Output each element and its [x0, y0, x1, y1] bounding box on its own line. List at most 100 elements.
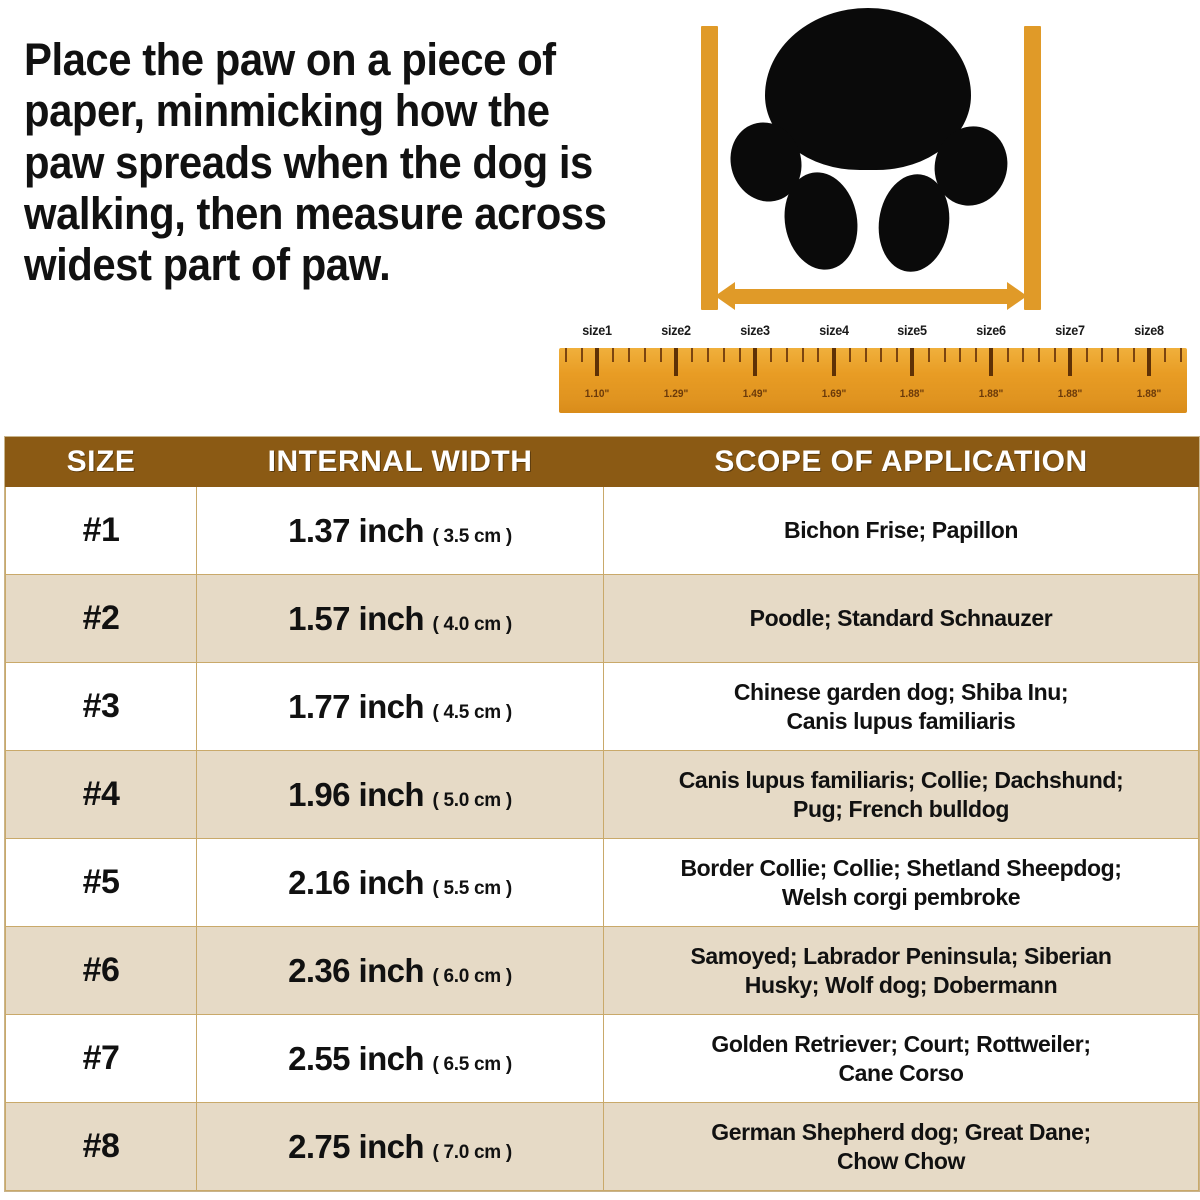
ruler-major-tick-2 [673, 348, 678, 376]
ruler-minor-tick [1038, 348, 1041, 362]
width-inches: 1.77 inch [288, 687, 433, 725]
ruler-size-label-5: size5 [897, 322, 928, 338]
ruler-minor-tick [1022, 348, 1025, 362]
ruler-minor-tick [848, 348, 851, 362]
cell-internal-width: 2.16 inch ( 5.5 cm ) [196, 838, 604, 927]
ruler-major-tick-6 [989, 348, 994, 376]
cell-internal-width: 2.36 inch ( 6.0 cm ) [196, 926, 604, 1015]
width-inches: 2.75 inch [288, 1127, 433, 1165]
width-inches: 1.96 inch [288, 775, 433, 813]
size-ruler: size1 size2 size3 size4 size5 size6 size7 size8… [559, 322, 1187, 418]
ruler-minor-tick [612, 348, 615, 362]
scope-line: German Shepherd dog; Great Dane; [711, 1119, 1091, 1146]
width-centimeters: ( 3.5 cm ) [432, 525, 513, 547]
ruler-major-tick-3 [752, 348, 757, 376]
column-header-size: SIZE [5, 437, 197, 487]
table-row: #2 1.57 inch ( 4.0 cm ) Poodle; Standard S… [5, 574, 1199, 663]
ruler-size-labels: size1 size2 size3 size4 size5 size6 size7 size8 [559, 322, 1187, 346]
width-inches: 1.57 inch [288, 599, 433, 637]
scope-line: Border Collie; Collie; Shetland Sheepdog… [680, 855, 1122, 882]
ruler-minor-tick [975, 348, 978, 362]
cell-scope-of-application: Chinese garden dog; Shiba Inu; Canis lupu… [603, 662, 1199, 751]
ruler-minor-tick [959, 348, 962, 362]
ruler-minor-tick [1101, 348, 1104, 362]
ruler-minor-tick [565, 348, 567, 362]
cell-internal-width: 1.37 inch ( 3.5 cm ) [196, 486, 604, 575]
ruler-minor-tick [659, 348, 662, 362]
scope-line: Welsh corgi pembroke [781, 883, 1021, 910]
right-bracket-icon [1024, 26, 1041, 310]
ruler-minor-tick [643, 348, 646, 362]
cell-scope-of-application: Bichon Frise; Papillon [603, 486, 1199, 575]
table-header-row: SIZE INTERNAL WIDTH SCOPE OF APPLICATION [5, 437, 1199, 487]
table-row: #6 2.36 inch ( 6.0 cm ) Samoyed; Labrador … [5, 926, 1199, 1015]
cell-scope-of-application: Golden Retriever; Court; Rottweiler; Cane… [603, 1014, 1199, 1103]
cell-size: #3 [5, 662, 197, 751]
ruler-minor-tick [738, 348, 741, 362]
ruler-inch-label-5: 1.88" [900, 388, 925, 400]
cell-internal-width: 1.77 inch ( 4.5 cm ) [196, 662, 604, 751]
top-illustration-section: Place the paw on a piece of paper, minmi… [0, 0, 1200, 432]
cell-size: #2 [5, 574, 197, 663]
ruler-minor-tick [817, 348, 820, 362]
ruler-major-tick-4 [831, 348, 836, 376]
width-inches: 2.36 inch [288, 951, 433, 989]
arrow-left-head-icon [715, 282, 735, 310]
cell-scope-of-application: Poodle; Standard Schnauzer [603, 574, 1199, 663]
instruction-text: Place the paw on a piece of paper, minmi… [24, 34, 607, 291]
ruler-minor-tick [1117, 348, 1119, 362]
width-arrow-line [733, 289, 1008, 304]
column-header-internal-width: INTERNAL WIDTH [196, 437, 604, 487]
table-row: #5 2.16 inch ( 5.5 cm ) Border Collie; Col… [5, 838, 1199, 927]
cell-size: #5 [5, 838, 197, 927]
scope-line: Cane Corso [838, 1059, 964, 1086]
cell-internal-width: 1.96 inch ( 5.0 cm ) [196, 750, 604, 839]
cell-size: #4 [5, 750, 197, 839]
table-row: #8 2.75 inch ( 7.0 cm ) German Shepherd do… [5, 1102, 1199, 1191]
scope-line: Pug; French bulldog [793, 795, 1009, 822]
cell-scope-of-application: Canis lupus familiaris; Collie; Dachshun… [603, 750, 1199, 839]
table-row: #1 1.37 inch ( 3.5 cm ) Bichon Frise; Papi… [5, 486, 1199, 575]
scope-line: Samoyed; Labrador Peninsula; Siberian [690, 943, 1112, 970]
ruler-major-tick-1 [595, 348, 599, 376]
table-body: #1 1.37 inch ( 3.5 cm ) Bichon Frise; Papi… [5, 486, 1199, 1191]
cell-internal-width: 2.55 inch ( 6.5 cm ) [196, 1014, 604, 1103]
ruler-inch-label-2: 1.29" [663, 388, 689, 400]
width-centimeters: ( 7.0 cm ) [432, 1141, 513, 1163]
ruler-inch-label-8: 1.88" [1136, 388, 1162, 400]
ruler-minor-tick [1053, 348, 1056, 362]
column-header-scope-of-application: SCOPE OF APPLICATION [603, 437, 1199, 487]
ruler-minor-tick [880, 348, 883, 362]
cell-size: #7 [5, 1014, 197, 1103]
ruler-minor-tick [706, 348, 709, 362]
cell-scope-of-application: Border Collie; Collie; Shetland Sheepdog… [603, 838, 1199, 927]
ruler-size-label-3: size3 [739, 322, 770, 338]
ruler-minor-tick [927, 348, 930, 362]
cell-size: #8 [5, 1102, 197, 1191]
ruler-minor-tick [628, 348, 631, 362]
scope-line: Canis lupus familiaris; Collie; Dachshun… [678, 767, 1124, 794]
ruler-size-label-6: size6 [976, 322, 1007, 338]
ruler-minor-tick [1006, 348, 1009, 362]
table-row: #4 1.96 inch ( 5.0 cm ) Canis lupus famili… [5, 750, 1199, 839]
scope-line: Golden Retriever; Court; Rottweiler; [711, 1031, 1091, 1058]
left-bracket-icon [701, 26, 718, 310]
ruler-minor-tick [770, 348, 772, 362]
scope-line: Canis lupus familiaris [786, 707, 1016, 734]
width-inches: 1.37 inch [288, 511, 433, 549]
width-inches: 2.16 inch [288, 863, 433, 901]
ruler-minor-tick [801, 348, 804, 362]
ruler-minor-tick [864, 348, 867, 362]
scope-line: Husky; Wolf dog; Dobermann [744, 971, 1058, 998]
table-row: #7 2.55 inch ( 6.5 cm ) Golden Retriever; … [5, 1014, 1199, 1103]
paw-main-pad-icon [765, 8, 971, 170]
ruler-minor-tick [896, 348, 899, 362]
width-centimeters: ( 4.5 cm ) [432, 701, 513, 723]
width-centimeters: ( 6.5 cm ) [432, 1053, 513, 1075]
ruler-minor-tick [1132, 348, 1135, 362]
ruler-minor-tick [691, 348, 694, 362]
cell-size: #1 [5, 486, 197, 575]
scope-line: Poodle; Standard Schnauzer [749, 605, 1053, 632]
ruler-minor-tick [1164, 348, 1167, 362]
dog-shoe-size-table: SIZE INTERNAL WIDTH SCOPE OF APPLICATION… [5, 437, 1199, 1191]
